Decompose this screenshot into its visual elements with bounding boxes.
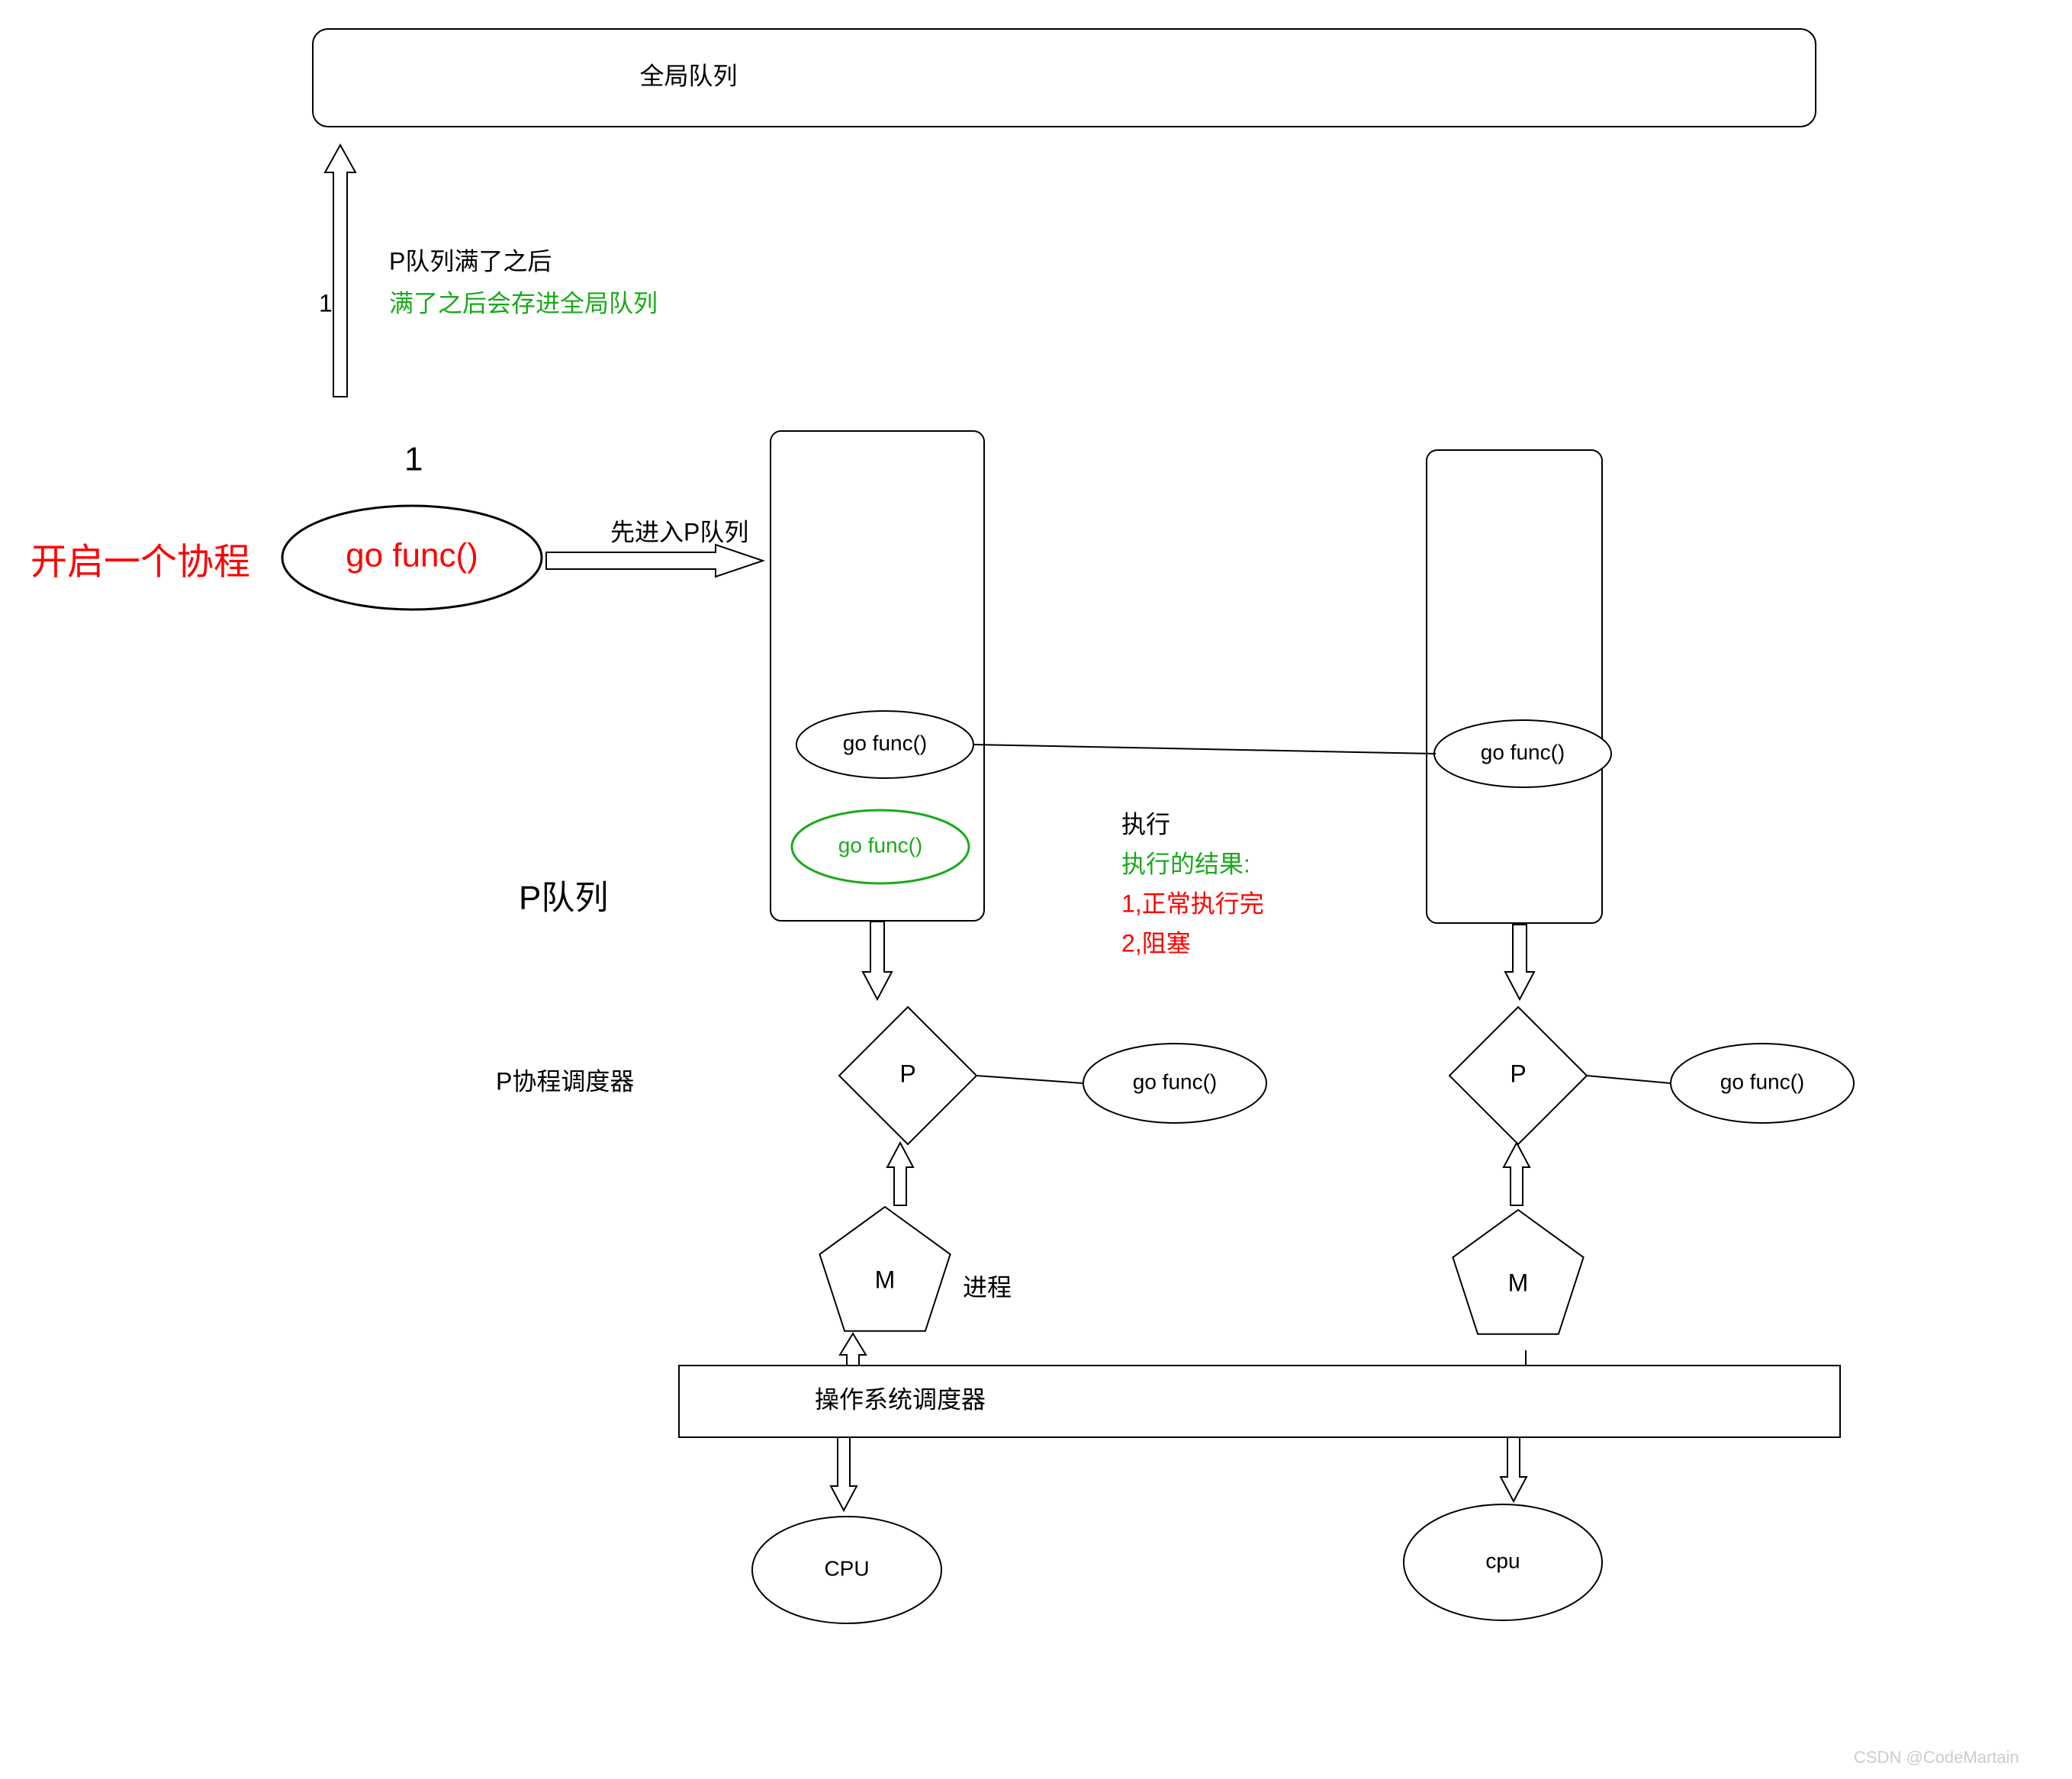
p-diamond-2-label: P bbox=[1510, 1060, 1526, 1087]
label-one_top: 1 bbox=[319, 289, 333, 317]
label-result_1: 1,正常执行完 bbox=[1121, 889, 1264, 917]
label-p_full_green: 满了之后会存进全局队列 bbox=[389, 289, 658, 317]
label-one_below: 1 bbox=[404, 441, 423, 478]
cpu-2-label: cpu bbox=[1485, 1549, 1520, 1572]
arrow-os-cpu1 bbox=[831, 1437, 857, 1510]
p-queue-2 bbox=[1427, 450, 1602, 923]
global-queue-box bbox=[313, 29, 1816, 127]
cpu-1-label: CPU bbox=[824, 1556, 869, 1580]
gofunc-side-2-label: go func() bbox=[1720, 1070, 1805, 1093]
label-result_2: 2,阻塞 bbox=[1121, 929, 1191, 957]
arrow-os-m1 bbox=[840, 1333, 866, 1366]
line-p2_to_side bbox=[1587, 1076, 1671, 1083]
label-p_scheduler: P协程调度器 bbox=[496, 1067, 634, 1095]
m-pentagon-2-label: M bbox=[1508, 1269, 1529, 1296]
label-exec_result: 执行的结果: bbox=[1121, 850, 1250, 877]
line-q1_to_q2 bbox=[973, 745, 1436, 754]
line-p1_to_side bbox=[976, 1076, 1083, 1083]
label-p_full: P队列满了之后 bbox=[389, 247, 552, 275]
p-diamond-1-label: P bbox=[899, 1060, 915, 1087]
arrow-q1-down bbox=[863, 922, 892, 999]
gofunc-q1b-label: go func() bbox=[838, 833, 923, 857]
diagram-canvas: 全局队列 go func() go func() go func() go func()… bbox=[0, 0, 2072, 1779]
go-func-main-label: go func() bbox=[346, 537, 478, 574]
arrow-os-cpu2 bbox=[1501, 1437, 1527, 1501]
label-watermark: CSDN @CodeMartain bbox=[1854, 1748, 2019, 1767]
gofunc-side-1-label: go func() bbox=[1133, 1070, 1218, 1093]
gofunc-q1a-label: go func() bbox=[843, 731, 928, 754]
arrow-main-queue bbox=[546, 545, 763, 577]
arrow-q2-down bbox=[1505, 925, 1534, 999]
global-queue-label: 全局队列 bbox=[639, 62, 737, 89]
label-enter_p: 先进入P队列 bbox=[610, 518, 748, 545]
label-process: 进程 bbox=[963, 1273, 1012, 1301]
os-scheduler-label: 操作系统调度器 bbox=[815, 1385, 986, 1413]
label-open_coroutine: 开启一个协程 bbox=[31, 542, 250, 583]
gofunc-q2a-label: go func() bbox=[1481, 740, 1565, 764]
label-exec: 执行 bbox=[1121, 810, 1170, 838]
arrow-m1-p1 bbox=[887, 1143, 913, 1205]
arrow-up-global bbox=[325, 145, 356, 397]
label-p_queue_label: P队列 bbox=[519, 880, 608, 917]
arrow-m2-p2 bbox=[1504, 1143, 1530, 1205]
m-pentagon-1-label: M bbox=[875, 1266, 896, 1293]
